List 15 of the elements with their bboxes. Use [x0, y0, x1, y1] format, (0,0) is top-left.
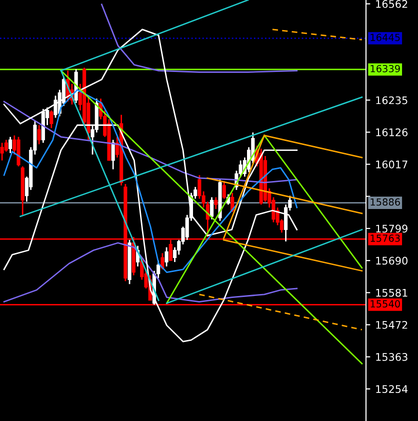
y-tick-label: 15799: [376, 224, 408, 233]
y-tick-label: 16235: [376, 96, 408, 104]
ref-line-label: 15763: [370, 234, 400, 242]
y-tick-label: 15690: [376, 256, 408, 265]
y-tick-label: 16017: [376, 160, 408, 168]
ref-line-label: 16445: [370, 34, 400, 42]
y-tick-label: 16562: [376, 0, 408, 8]
y-tick-label: 15363: [376, 353, 408, 361]
y-tick-label: 15472: [376, 320, 408, 329]
y-tick-label: 15254: [376, 385, 408, 394]
ref-line-label: 16339: [370, 64, 400, 72]
ref-line-label: 15540: [370, 300, 400, 308]
y-tick-label: 16126: [376, 128, 408, 136]
y-tick-label: 15581: [376, 288, 408, 297]
ref-line-label: 15886: [370, 198, 400, 206]
